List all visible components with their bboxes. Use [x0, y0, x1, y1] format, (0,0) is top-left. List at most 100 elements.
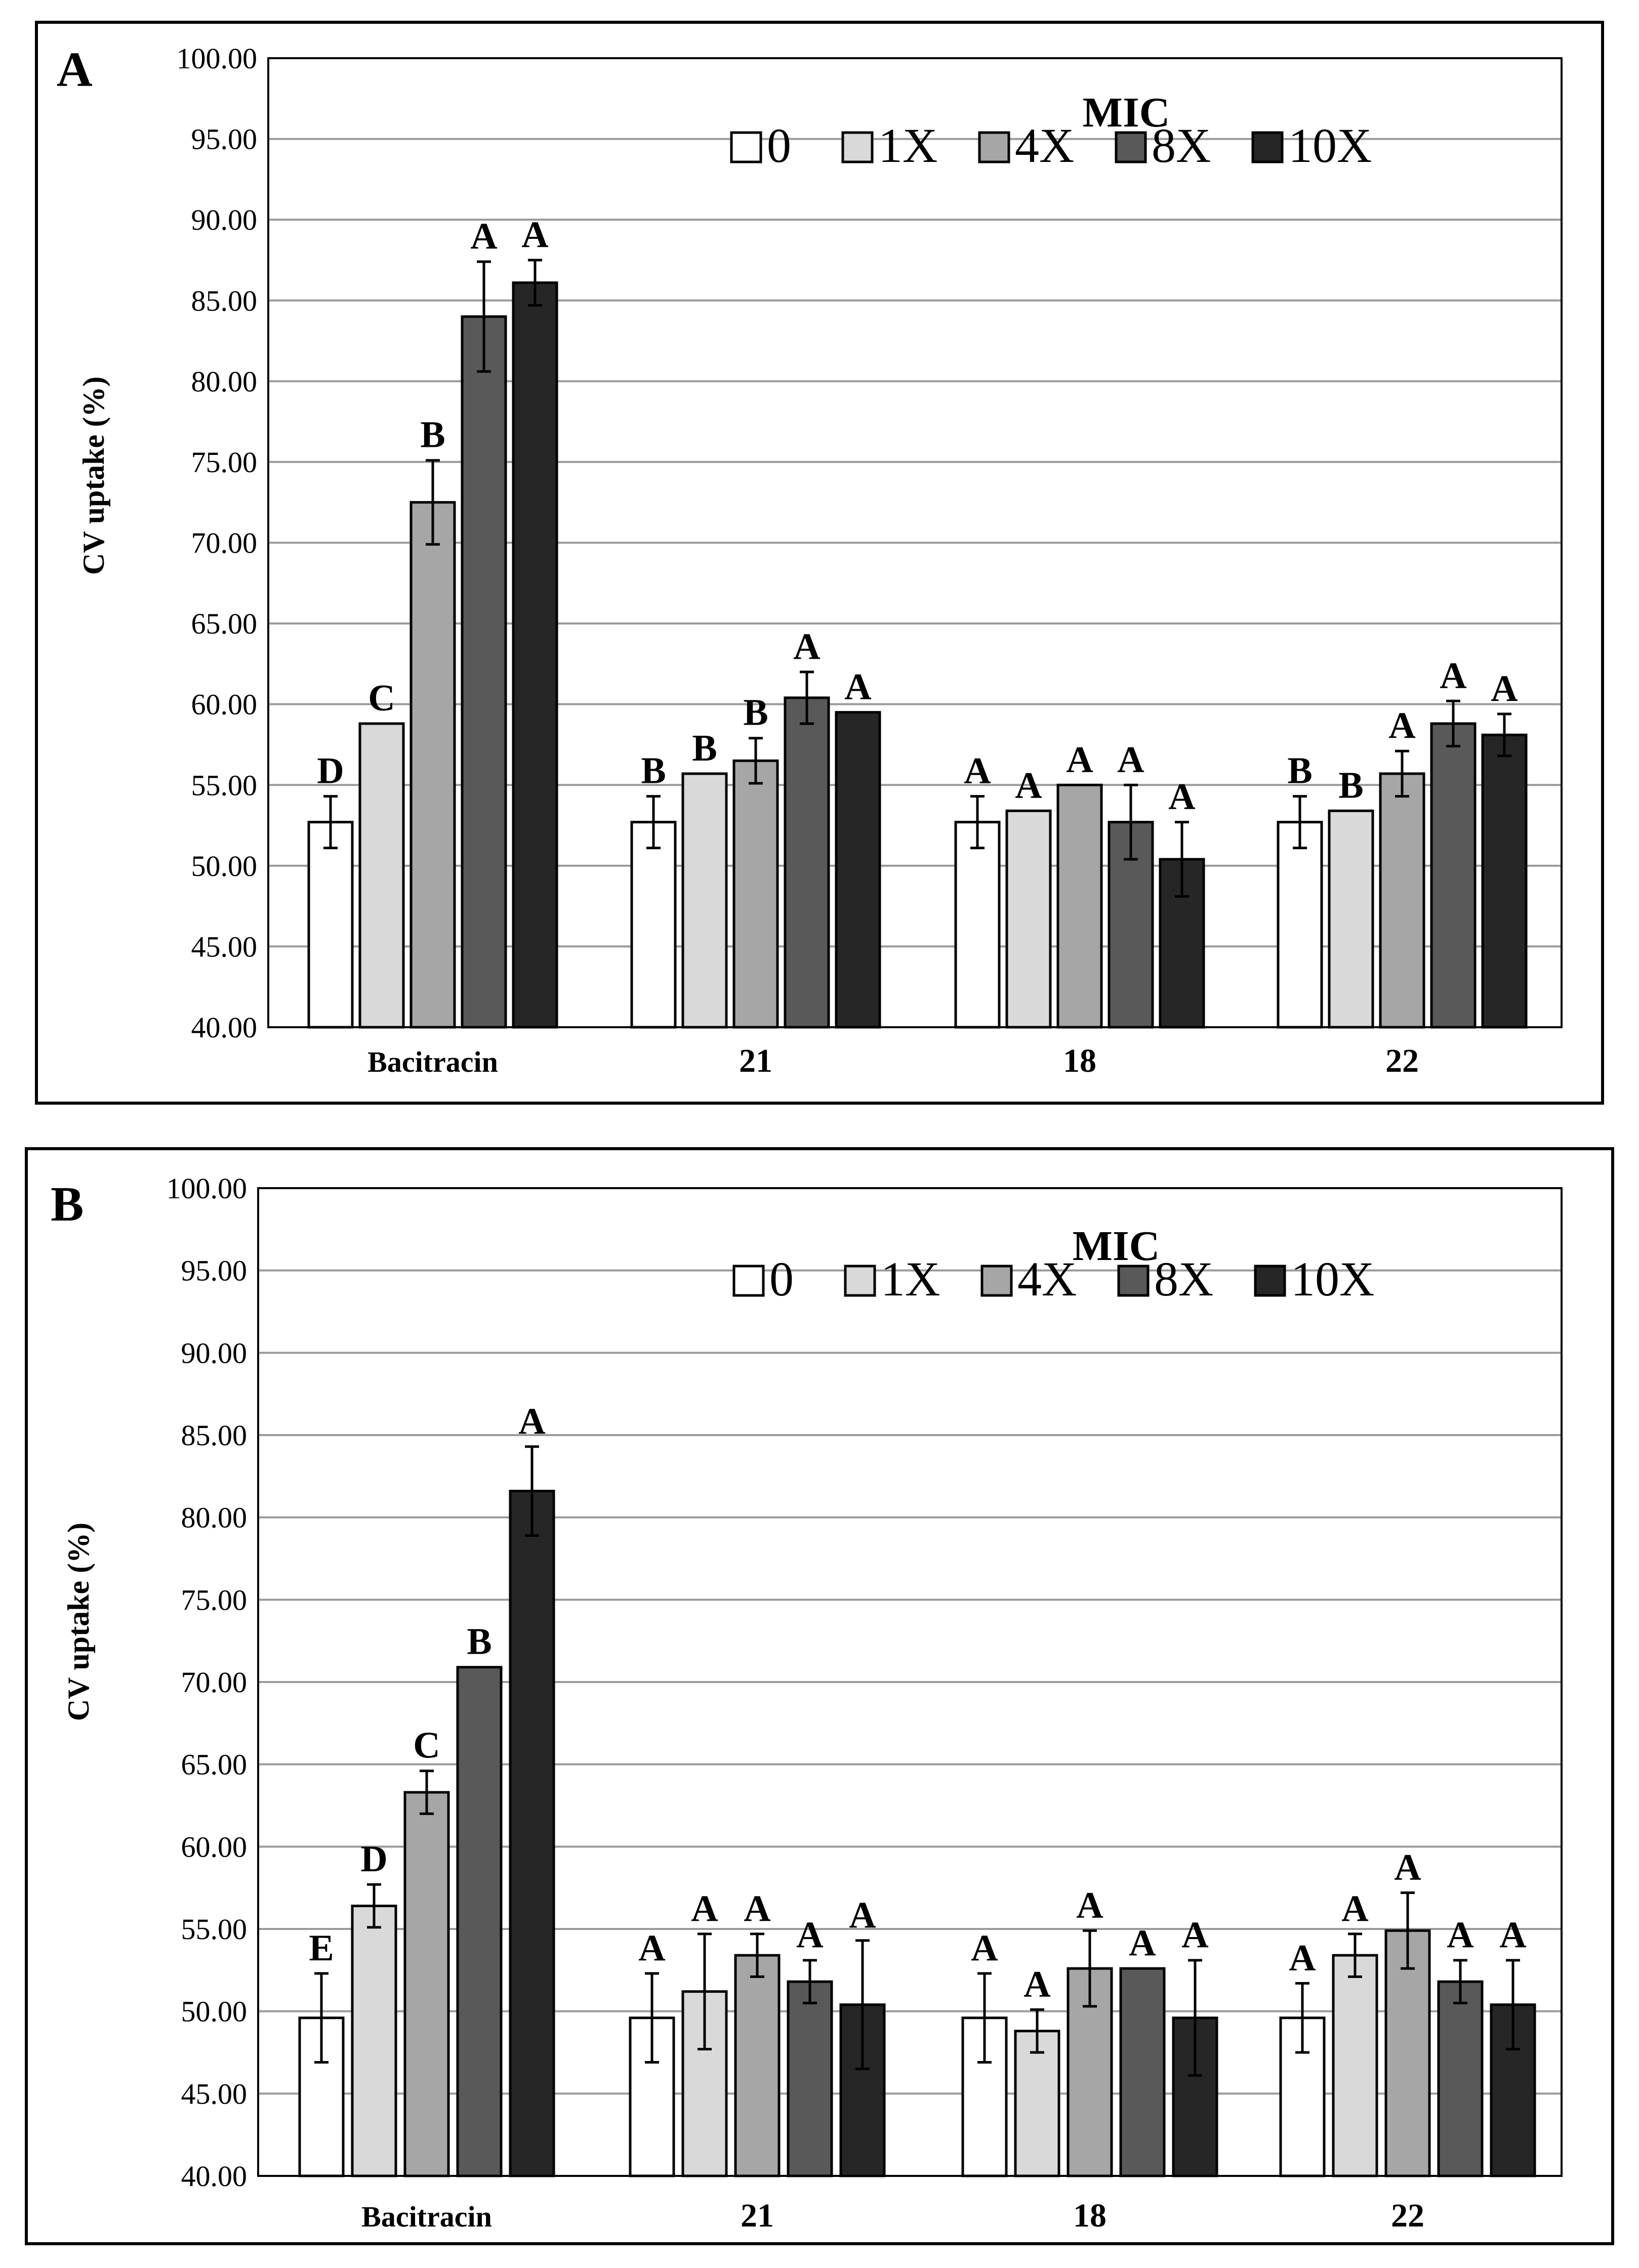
y-tick-label: 55.00 — [191, 769, 258, 802]
significance-letter: A — [971, 1927, 998, 1969]
y-tick-label: 80.00 — [181, 1501, 248, 1534]
error-bar-10X-21 — [855, 1939, 870, 2071]
y-tick-label: 90.00 — [191, 203, 258, 236]
significance-letter: A — [1181, 1914, 1208, 1956]
y-tick-label: 70.00 — [181, 1666, 248, 1699]
bar-4X-21 — [734, 1954, 781, 2177]
significance-letter: A — [744, 1888, 770, 1929]
significance-letter: B — [692, 728, 717, 769]
panel-a-error-bars — [323, 259, 1511, 898]
legend-swatch — [978, 131, 1010, 163]
error-bar-4X-21 — [750, 1933, 764, 1978]
significance-letter: A — [1168, 776, 1195, 818]
bar-1X-Bacitracin — [351, 1904, 397, 2177]
significance-letter: A — [1023, 1963, 1050, 2005]
legend-item-1X: 1X — [844, 1252, 940, 1306]
legend-swatch — [841, 131, 874, 163]
legend-item-0: 0 — [732, 1252, 794, 1306]
legend-label: 8X — [1152, 118, 1211, 173]
significance-letter: A — [964, 750, 991, 792]
panel-a: A CV uptake (%) 40.00 45.00 50.00 55.00 60.0… — [35, 21, 1604, 1105]
significance-letter: A — [1491, 668, 1518, 709]
significance-letter: A — [1066, 739, 1093, 780]
panel-b: B CV uptake (%) 40.00 45.00 50.00 55.00 60.0… — [25, 1147, 1614, 2245]
y-tick-label: 40.00 — [191, 1011, 258, 1044]
error-bar-0-Bacitracin — [323, 795, 338, 850]
legend-item-0: 0 — [730, 118, 791, 173]
x-tick-label-21: 21 — [739, 1042, 772, 1079]
legend-swatch — [844, 1265, 876, 1297]
y-tick-label: 90.00 — [181, 1336, 248, 1369]
panel-b-legend-title: MIC — [1073, 1223, 1160, 1270]
legend-item-10X: 10X — [1254, 1252, 1374, 1306]
y-tick-label: 50.00 — [181, 1995, 248, 2028]
panel-a-label: A — [57, 43, 93, 97]
panel-a-plot-frame — [267, 57, 1563, 1028]
legend-label: 1X — [878, 118, 937, 173]
significance-letter: E — [309, 1927, 334, 1969]
panel-b-bars — [298, 1490, 1536, 2177]
bar-0-21 — [630, 821, 677, 1029]
error-bar-10X-18 — [1188, 1959, 1202, 2077]
significance-letter: A — [1499, 1914, 1526, 1956]
bar-8X-Bacitracin — [456, 1666, 503, 2177]
y-tick-label: 85.00 — [181, 1419, 248, 1452]
bar-1X-22 — [1328, 809, 1374, 1029]
error-bar-0-22 — [1293, 795, 1307, 850]
y-tick-label: 50.00 — [191, 850, 258, 883]
y-tick-label: 85.00 — [191, 284, 258, 317]
legend-swatch — [732, 1265, 765, 1297]
legend-swatch — [1254, 1265, 1286, 1297]
y-tick-label: 45.00 — [191, 930, 258, 963]
error-bar-8X-18 — [1124, 783, 1138, 861]
legend-label: 0 — [767, 118, 791, 173]
y-tick-label: 70.00 — [191, 527, 258, 560]
significance-letter: D — [360, 1838, 387, 1880]
legend-label: 1X — [881, 1252, 940, 1306]
significance-letter: A — [1388, 705, 1415, 746]
bar-8X-Bacitracin — [461, 315, 507, 1029]
significance-letter: A — [1015, 765, 1042, 806]
panel-a-y-axis-title: CV uptake (%) — [77, 376, 110, 575]
legend-item-4X: 4X — [980, 1252, 1077, 1306]
panel-a-legend-title: MIC — [1083, 89, 1170, 136]
bar-1X-21 — [681, 1990, 728, 2177]
panel-b-legend: 0 1X 4X 8X 10X — [732, 1252, 1374, 1306]
bar-1X-18 — [1005, 809, 1052, 1029]
significance-letter: C — [368, 678, 395, 719]
significance-letter: B — [743, 692, 768, 734]
significance-letter: A — [844, 666, 871, 708]
panel-a-x-axis-ticks: Bacitracin 21 18 22 — [367, 1042, 1419, 1079]
bar-1X-21 — [681, 772, 728, 1029]
x-tick-label-18: 18 — [1063, 1042, 1096, 1079]
legend-label: 0 — [769, 1252, 794, 1306]
panel-a-legend: 0 1X 4X 8X 10X — [730, 118, 1372, 173]
y-tick-label: 65.00 — [191, 607, 258, 640]
error-bar-4X-Bacitracin — [420, 1770, 434, 1815]
error-bar-4X-22 — [1395, 749, 1409, 798]
bar-10X-Bacitracin — [509, 1490, 555, 2177]
y-tick-label: 75.00 — [191, 446, 258, 479]
significance-letter: B — [420, 414, 445, 456]
legend-swatch — [730, 131, 762, 163]
y-tick-label: 95.00 — [181, 1254, 248, 1287]
significance-letter: A — [1289, 1937, 1316, 1979]
error-bar-4X-21 — [749, 737, 763, 785]
significance-letter: A — [638, 1927, 665, 1969]
x-tick-label-bacitracin: Bacitracin — [367, 1045, 498, 1078]
legend-item-4X: 4X — [978, 118, 1074, 173]
bar-4X-Bacitracin — [403, 1791, 450, 2177]
error-bar-10X-Bacitracin — [528, 259, 542, 307]
bar-4X-Bacitracin — [409, 501, 456, 1029]
legend-label: 4X — [1015, 118, 1074, 173]
error-bar-0-Bacitracin — [314, 1972, 329, 2064]
error-bar-4X-22 — [1401, 1891, 1415, 1970]
legend-item-1X: 1X — [841, 118, 937, 173]
significance-letter: A — [470, 216, 497, 257]
significance-letter: A — [1129, 1922, 1156, 1964]
bar-4X-18 — [1056, 783, 1103, 1029]
x-tick-label-22: 22 — [1391, 2197, 1424, 2234]
significance-letter: B — [467, 1621, 491, 1663]
bar-8X-21 — [787, 1980, 833, 2177]
